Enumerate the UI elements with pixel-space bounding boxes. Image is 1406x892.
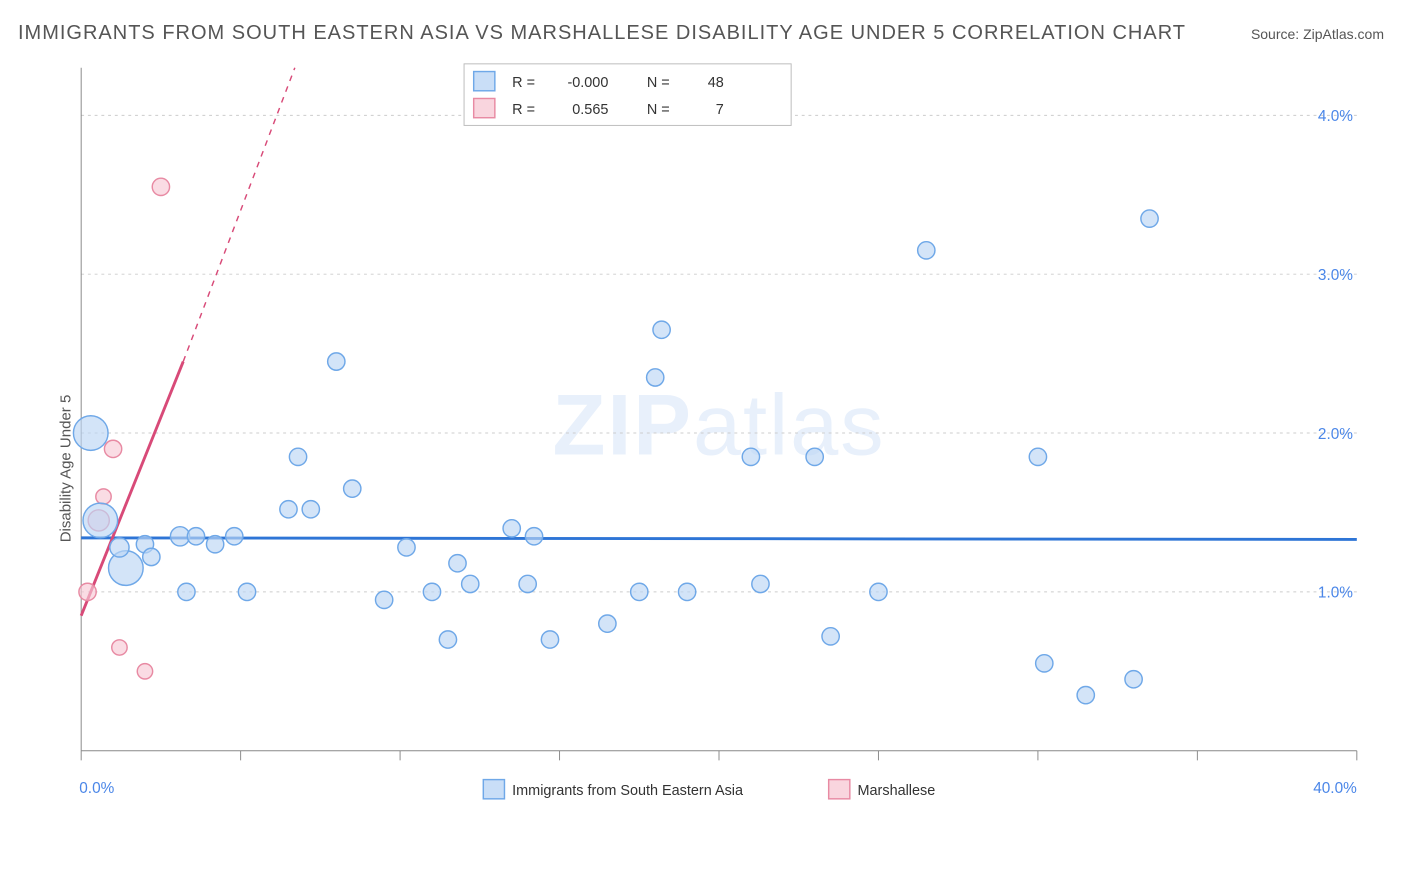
legend-label: Immigrants from South Eastern Asia (512, 783, 744, 799)
stats-text: 0.565 (572, 102, 608, 118)
stats-text: R = (512, 75, 535, 91)
legend-swatch (829, 780, 850, 799)
point-a (599, 615, 616, 632)
point-a (375, 591, 392, 608)
trend-layer (81, 68, 1357, 616)
point-a (143, 548, 160, 565)
point-a (806, 448, 823, 465)
point-a (449, 555, 466, 572)
point-a (503, 520, 520, 537)
point-a (752, 575, 769, 592)
point-b (96, 489, 111, 504)
trendline-a (81, 538, 1357, 540)
point-b (152, 178, 169, 195)
point-a (653, 321, 670, 338)
point-b (112, 640, 127, 655)
point-a (1029, 448, 1046, 465)
point-a (226, 528, 243, 545)
point-a (1125, 671, 1142, 688)
point-a (398, 539, 415, 556)
point-a (822, 628, 839, 645)
y-tick-label: 1.0% (1318, 585, 1353, 602)
point-a (519, 575, 536, 592)
point-a (83, 503, 118, 538)
stats-legend: R = -0.000 N = 48 R = 0.565 N = 7 (464, 64, 791, 126)
point-b (79, 583, 96, 600)
stats-text: 7 (716, 102, 724, 118)
point-a (73, 416, 108, 451)
x-tick-label: 40.0% (1313, 780, 1357, 797)
point-b (137, 664, 152, 679)
legend-label: Marshallese (858, 783, 936, 799)
watermark: ZIPatlas (553, 377, 886, 473)
point-b (104, 440, 121, 457)
source-label: Source: ZipAtlas.com (1251, 26, 1384, 42)
stats-text: R = (512, 102, 535, 118)
point-a (918, 242, 935, 259)
point-a (462, 575, 479, 592)
point-a (302, 501, 319, 518)
stats-text: 48 (708, 75, 724, 91)
chart-area: Disability Age Under 5 ZIPatlas R =-0.00… (54, 60, 1384, 820)
point-a (238, 583, 255, 600)
point-a (344, 480, 361, 497)
point-a (541, 631, 558, 648)
point-a (647, 369, 664, 386)
point-a (525, 528, 542, 545)
y-tick-label: 2.0% (1318, 426, 1353, 443)
legend-swatch (483, 780, 504, 799)
point-a (178, 583, 195, 600)
point-a (1077, 686, 1094, 703)
stats-text: -0.000 (567, 75, 608, 91)
point-a (423, 583, 440, 600)
stats-text: N = (647, 75, 670, 91)
point-a (1141, 210, 1158, 227)
stats-text: N = (647, 102, 670, 118)
y-tick-label: 4.0% (1318, 108, 1353, 125)
point-a (631, 583, 648, 600)
stats-swatch (474, 72, 495, 91)
scatter-plot: ZIPatlas R = -0.000 N = 48 R = 0.565 N = 7 Immi… (54, 60, 1384, 820)
bottom-legend: Immigrants from South Eastern Asia Marsha… (483, 780, 935, 799)
stats-swatch (474, 98, 495, 117)
point-a (870, 583, 887, 600)
point-a (1036, 655, 1053, 672)
point-a (187, 528, 204, 545)
point-a (439, 631, 456, 648)
point-a (678, 583, 695, 600)
x-tick-label: 0.0% (79, 780, 114, 797)
grid-layer (81, 115, 1357, 592)
point-a (280, 501, 297, 518)
point-a (289, 448, 306, 465)
y-tick-label: 3.0% (1318, 267, 1353, 284)
point-a (742, 448, 759, 465)
point-a (206, 536, 223, 553)
chart-title: IMMIGRANTS FROM SOUTH EASTERN ASIA VS MA… (18, 22, 1186, 45)
point-a (328, 353, 345, 370)
point-a (110, 538, 129, 557)
trendline-b-dashed (183, 68, 295, 362)
